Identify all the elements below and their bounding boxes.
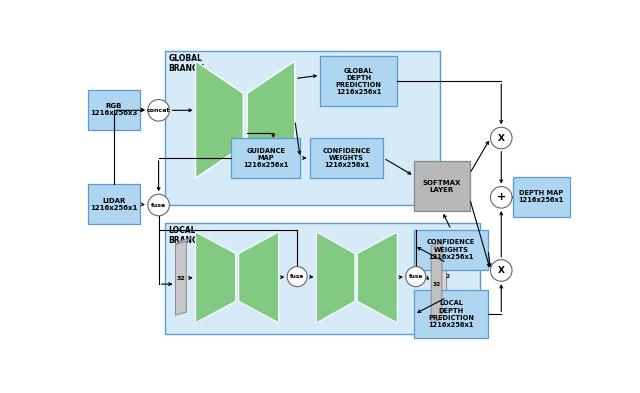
Text: GLOBAL
BRANCH: GLOBAL BRANCH — [168, 54, 205, 73]
FancyBboxPatch shape — [88, 90, 140, 130]
FancyBboxPatch shape — [164, 51, 440, 205]
Polygon shape — [357, 232, 397, 323]
Text: RGB
1216x256x3: RGB 1216x256x3 — [90, 103, 138, 116]
Circle shape — [490, 260, 512, 281]
Text: DEPTH MAP
1216x256x1: DEPTH MAP 1216x256x1 — [518, 190, 564, 203]
FancyBboxPatch shape — [414, 230, 488, 270]
Circle shape — [148, 194, 170, 216]
Polygon shape — [196, 232, 236, 323]
Circle shape — [287, 266, 307, 286]
Polygon shape — [431, 243, 442, 323]
Polygon shape — [196, 61, 243, 178]
FancyBboxPatch shape — [310, 138, 383, 178]
Polygon shape — [175, 238, 191, 244]
Text: X: X — [498, 266, 505, 275]
Text: fuse: fuse — [151, 202, 166, 208]
FancyBboxPatch shape — [414, 161, 470, 211]
Polygon shape — [436, 240, 447, 317]
Text: fuse: fuse — [290, 274, 305, 279]
FancyBboxPatch shape — [414, 290, 488, 338]
Text: 32: 32 — [433, 282, 441, 287]
Text: 2: 2 — [445, 274, 449, 279]
Polygon shape — [239, 232, 279, 323]
Text: CONFIDENCE
WEIGHTS
1216x256x1: CONFIDENCE WEIGHTS 1216x256x1 — [427, 239, 476, 260]
FancyBboxPatch shape — [164, 223, 481, 334]
Text: SOFTMAX
LAYER: SOFTMAX LAYER — [423, 180, 461, 193]
FancyBboxPatch shape — [320, 57, 397, 107]
Text: X: X — [498, 134, 505, 143]
Text: fuse: fuse — [408, 274, 423, 279]
FancyBboxPatch shape — [88, 184, 140, 224]
Text: LOCAL
BRANCH: LOCAL BRANCH — [168, 226, 205, 245]
Text: GUIDANCE
MAP
1216x256x1: GUIDANCE MAP 1216x256x1 — [243, 148, 288, 168]
Text: 32: 32 — [177, 275, 186, 281]
FancyBboxPatch shape — [231, 138, 300, 178]
Text: GLOBAL
DEPTH
PREDICTION
1216x256x1: GLOBAL DEPTH PREDICTION 1216x256x1 — [336, 68, 382, 95]
Text: LOCAL
DEPTH
PREDICTION
1216x256x1: LOCAL DEPTH PREDICTION 1216x256x1 — [428, 301, 474, 328]
Polygon shape — [247, 61, 295, 178]
Text: +: + — [497, 192, 506, 202]
FancyBboxPatch shape — [513, 176, 570, 217]
Text: CONFIDENCE
WEIGHTS
1216x256x1: CONFIDENCE WEIGHTS 1216x256x1 — [323, 148, 371, 168]
Polygon shape — [175, 241, 186, 315]
Circle shape — [490, 127, 512, 149]
Circle shape — [406, 266, 426, 286]
Text: LIDAR
1216x256x1: LIDAR 1216x256x1 — [90, 198, 138, 211]
Circle shape — [148, 99, 170, 121]
Text: concat: concat — [147, 108, 170, 113]
Circle shape — [490, 187, 512, 208]
Polygon shape — [316, 232, 355, 323]
